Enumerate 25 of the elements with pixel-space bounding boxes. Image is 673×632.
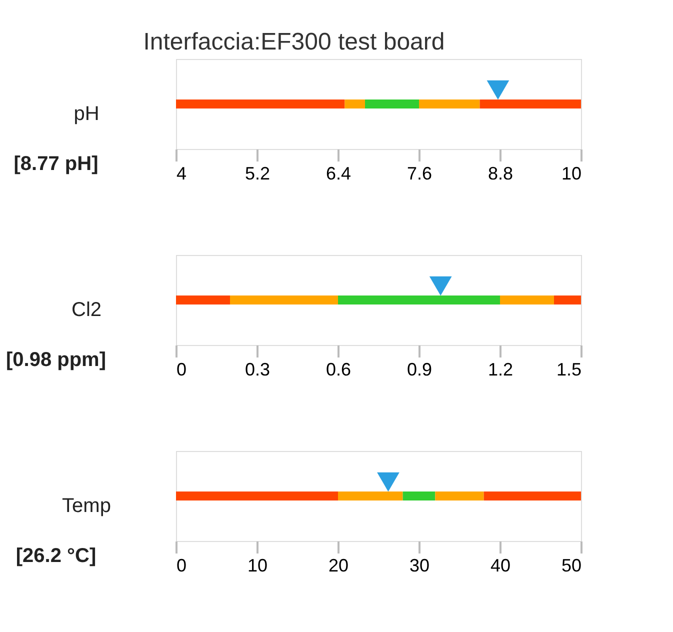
x-tick-label: 20 bbox=[328, 556, 349, 576]
x-tick-label: 0 bbox=[176, 556, 187, 576]
x-tick-label: 0.9 bbox=[406, 360, 432, 380]
y-tick-label: Temp bbox=[62, 495, 111, 517]
y-tick-label: Cl2 bbox=[71, 299, 102, 321]
x-tick-label: 0.6 bbox=[326, 360, 352, 380]
x-tick-label: 1.5 bbox=[556, 360, 582, 380]
x-tick-label: 30 bbox=[409, 556, 430, 576]
x-tick-label: 6.4 bbox=[326, 164, 352, 184]
x-tick-label: 0 bbox=[176, 360, 187, 380]
text: [8.77 pH] bbox=[14, 153, 98, 175]
x-tick-label: 10 bbox=[247, 556, 268, 576]
chart-title: Interfaccia:EF300 test board bbox=[143, 28, 445, 56]
x-tick-label: 0.3 bbox=[244, 360, 270, 380]
x-tick-label: 10 bbox=[561, 164, 582, 184]
x-tick-label: 40 bbox=[490, 556, 511, 576]
text: [26.2 °C] bbox=[16, 545, 96, 567]
x-tick-label: 5.2 bbox=[244, 164, 270, 184]
x-tick-label: 7.6 bbox=[406, 164, 432, 184]
x-tick-label: 8.8 bbox=[488, 164, 514, 184]
y-tick-label: pH bbox=[74, 103, 100, 125]
x-tick-label: 4 bbox=[176, 164, 187, 184]
x-tick-label: 1.2 bbox=[488, 360, 514, 380]
x-tick-label: 50 bbox=[561, 556, 582, 576]
text: [0.98 ppm] bbox=[6, 349, 106, 371]
